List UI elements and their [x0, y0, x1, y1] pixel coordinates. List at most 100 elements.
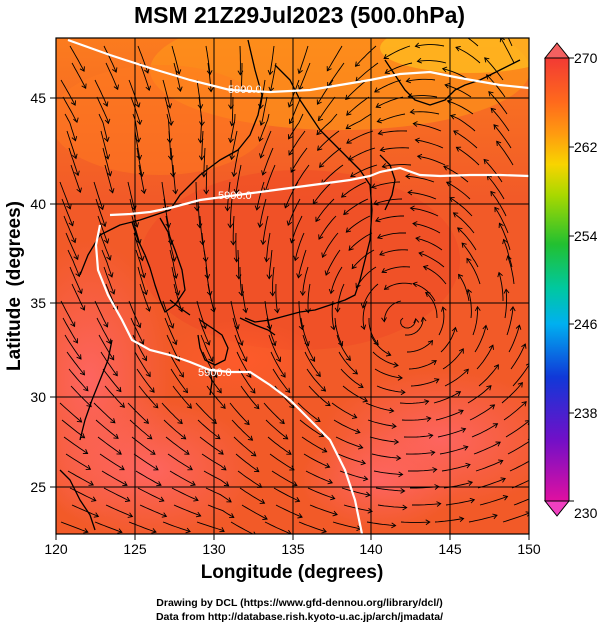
- streamline: [371, 453, 401, 459]
- streamline-arrowhead: [124, 496, 131, 502]
- streamline: [337, 453, 366, 464]
- streamline-arrowhead: [244, 419, 250, 426]
- streamline: [256, 181, 265, 210]
- streamline: [304, 351, 321, 377]
- streamline-arrowhead: [441, 306, 447, 312]
- streamline: [136, 368, 155, 393]
- streamline-arrowhead: [288, 529, 292, 534]
- streamline: [164, 96, 172, 126]
- streamline-arrowhead: [431, 360, 437, 366]
- streamline: [133, 453, 159, 471]
- streamline: [412, 283, 436, 302]
- streamline-arrowhead: [371, 183, 377, 189]
- streamline-arrowhead: [310, 356, 316, 363]
- streamline-arrowhead: [412, 121, 418, 127]
- streamline-arrowhead: [287, 134, 293, 140]
- streamline: [129, 419, 153, 440]
- x-tick-130: 130: [202, 541, 226, 557]
- streamline: [99, 232, 111, 261]
- streamline: [370, 334, 391, 356]
- streamline: [229, 113, 236, 143]
- streamline-arrowhead: [73, 117, 79, 124]
- streamline: [439, 446, 468, 455]
- streamline-arrowhead: [318, 234, 324, 240]
- streamline: [410, 378, 439, 387]
- streamline-arrowhead: [274, 308, 280, 314]
- streamline: [367, 419, 397, 427]
- streamline-arrowhead: [407, 189, 413, 196]
- streamline-arrowhead: [266, 324, 273, 331]
- streamline: [377, 504, 407, 509]
- streamline: [345, 113, 372, 129]
- streamline: [301, 436, 327, 453]
- streamline: [97, 215, 109, 244]
- streamline: [437, 428, 466, 438]
- streamline: [312, 181, 333, 205]
- streamline-arrowhead: [412, 221, 418, 227]
- streamline: [138, 164, 145, 194]
- streamline: [65, 232, 79, 260]
- streamline-arrowhead: [463, 368, 469, 375]
- streamline-arrowhead: [450, 114, 456, 120]
- streamline: [201, 130, 204, 160]
- streamline-arrowhead: [138, 171, 145, 178]
- streamline: [262, 147, 274, 176]
- streamline-arrowhead: [228, 137, 234, 144]
- streamline-arrowhead: [414, 42, 421, 49]
- streamline: [474, 325, 487, 353]
- streamline: [355, 62, 379, 82]
- streamline: [60, 300, 75, 327]
- streamline-arrowhead: [106, 171, 113, 177]
- streamline-arrowhead: [140, 272, 147, 279]
- streamline-arrowhead: [355, 428, 361, 435]
- streamline-arrowhead: [420, 316, 427, 322]
- streamline: [377, 232, 407, 239]
- streamline: [453, 212, 475, 234]
- streamline-arrowhead: [346, 138, 352, 144]
- streamline: [306, 368, 326, 392]
- streamline-arrowhead: [373, 339, 379, 346]
- streamline-arrowhead: [144, 68, 150, 74]
- streamline-arrowhead: [458, 409, 464, 415]
- streamline: [508, 325, 520, 353]
- streamline-arrowhead: [474, 305, 481, 312]
- streamline: [105, 504, 133, 518]
- streamline: [70, 385, 92, 407]
- streamline: [69, 266, 83, 294]
- streamline: [341, 181, 367, 198]
- streamline: [410, 207, 439, 217]
- streamline-arrowhead: [103, 136, 110, 143]
- streamline: [490, 191, 507, 217]
- streamline-arrowhead: [119, 402, 126, 408]
- colorbar-top-arrow: [543, 42, 571, 59]
- streamline-arrowhead: [259, 120, 265, 126]
- streamline: [264, 164, 276, 193]
- streamline: [331, 300, 335, 330]
- streamline-arrowhead: [531, 458, 536, 462]
- streamline-arrowhead: [430, 450, 436, 456]
- streamline-arrowhead: [147, 434, 153, 440]
- streamline-arrowhead: [434, 378, 440, 384]
- streamline-arrowhead: [116, 386, 122, 393]
- streamline: [229, 402, 250, 425]
- streamline-arrowhead: [315, 417, 321, 422]
- streamline: [350, 164, 378, 178]
- streamline-arrowhead: [340, 192, 347, 198]
- streamline: [297, 402, 321, 422]
- streamline: [330, 266, 343, 294]
- streamline-arrowhead: [500, 477, 506, 483]
- streamline-arrowhead: [455, 391, 462, 397]
- y-tick-40: 40: [30, 196, 46, 212]
- streamline-arrowhead: [215, 434, 221, 440]
- streamline-arrowhead: [466, 257, 472, 264]
- streamline-arrowhead: [345, 124, 351, 130]
- streamline-arrowhead: [208, 356, 214, 363]
- streamline: [162, 300, 174, 329]
- streamline: [399, 400, 429, 404]
- streamline: [200, 334, 213, 362]
- streamline-arrowhead: [113, 433, 119, 439]
- streamline-arrowhead: [253, 531, 256, 534]
- streamline-arrowhead: [275, 356, 282, 363]
- streamline: [369, 436, 399, 443]
- x-tick-150: 150: [517, 541, 541, 557]
